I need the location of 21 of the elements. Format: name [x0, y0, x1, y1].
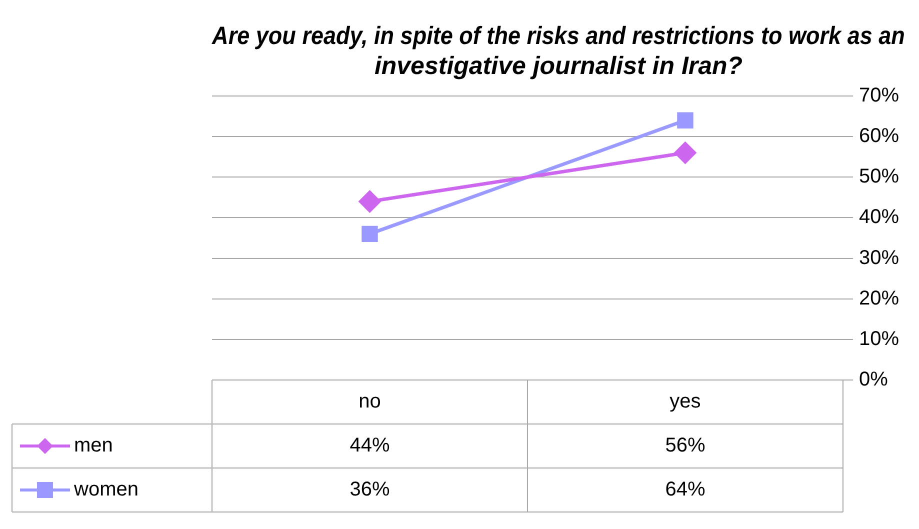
y-tick-label: 30% — [858, 246, 900, 269]
data-label: 44% — [350, 434, 390, 457]
point — [674, 142, 696, 164]
y-tick-label: 40% — [858, 206, 900, 228]
y-tick-label: 60% — [858, 125, 900, 148]
y-tick-label: 50% — [858, 166, 900, 188]
y-tick-label: 70% — [858, 84, 900, 107]
y-tick-label: 20% — [858, 287, 900, 310]
y-tick-label: 0% — [858, 368, 888, 391]
y-tick-label: 10% — [858, 328, 900, 350]
chart-title: Are you ready, in spite of the risks and restrictions to work as an investigative journalist in Iran? — [211, 22, 905, 80]
x-tick-label: yes — [670, 390, 701, 413]
point — [677, 112, 694, 128]
data-label: 56% — [665, 434, 706, 457]
point — [362, 226, 378, 242]
data-label: 36% — [350, 478, 390, 501]
point — [358, 190, 380, 212]
legend-label: women — [73, 478, 138, 501]
legend-label: men — [74, 434, 113, 457]
x-tick-label: no — [358, 390, 381, 413]
data-label: 64% — [665, 478, 706, 501]
